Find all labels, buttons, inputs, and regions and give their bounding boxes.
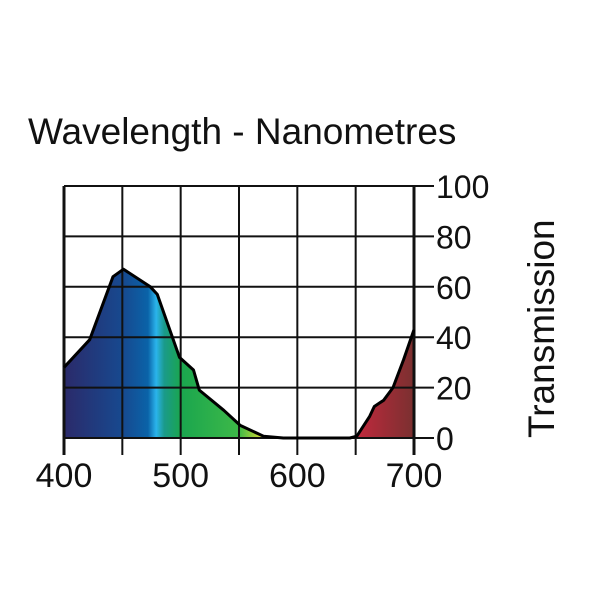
y-axis-label: Transmission xyxy=(521,219,562,438)
y-tick-label: 0 xyxy=(436,421,454,457)
y-tick-label: 100 xyxy=(436,169,489,205)
transmission-area xyxy=(64,269,414,438)
y-tick-label: 80 xyxy=(436,219,472,255)
x-tick-label: 400 xyxy=(36,457,93,495)
x-tick-label: 500 xyxy=(152,457,209,495)
y-tick-label: 40 xyxy=(436,320,472,356)
y-tick-label: 20 xyxy=(436,371,472,407)
y-tick-label: 60 xyxy=(436,270,472,306)
transmission-curve xyxy=(62,267,416,440)
x-tick-label: 600 xyxy=(269,457,326,495)
x-tick-label: 700 xyxy=(386,457,443,495)
chart-title: Wavelength - Nanometres xyxy=(28,111,456,152)
